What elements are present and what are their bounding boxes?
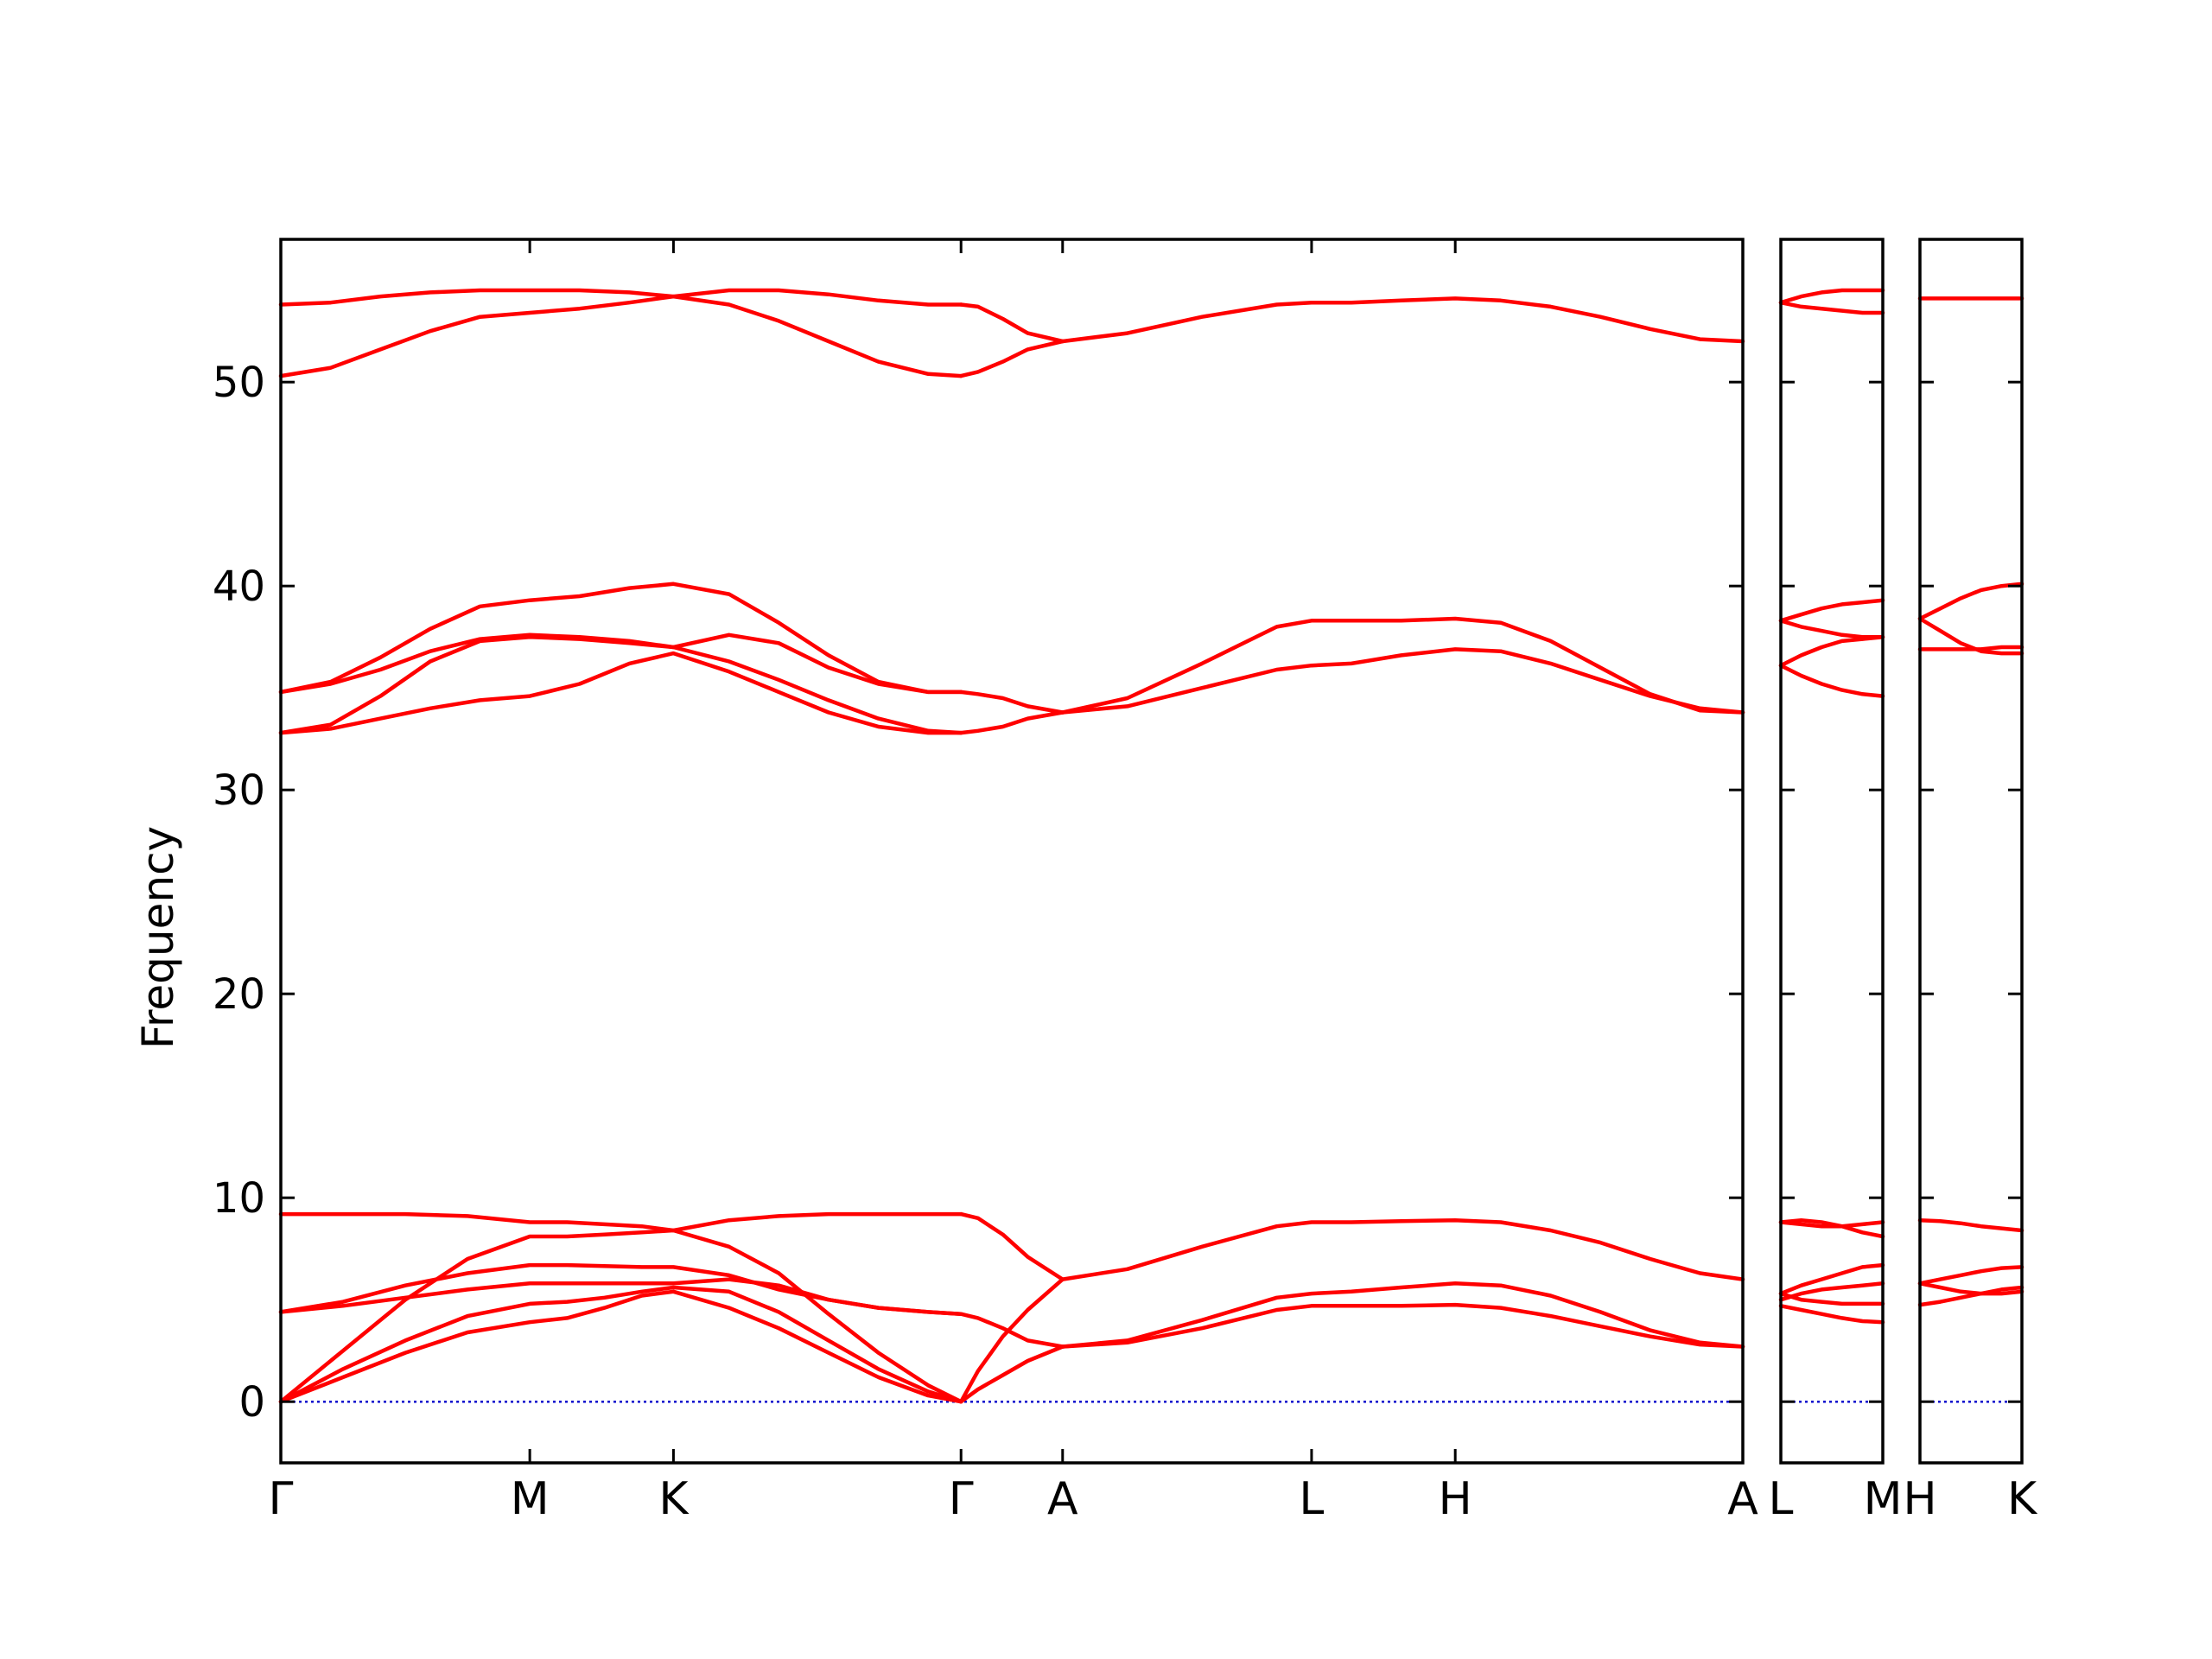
band-curve bbox=[278, 288, 963, 378]
band-curve bbox=[958, 690, 1065, 715]
band-curve bbox=[1778, 1281, 1885, 1302]
band-curve bbox=[1778, 663, 1885, 698]
band-curve bbox=[1778, 300, 1885, 315]
band-curve bbox=[1778, 598, 1885, 623]
x-tick-label: A bbox=[1047, 1473, 1078, 1525]
x-tick-label: A bbox=[1727, 1473, 1758, 1525]
band-curve bbox=[958, 1312, 1065, 1349]
band-curve bbox=[278, 288, 963, 378]
band-curve bbox=[958, 1211, 1065, 1281]
x-tick-label: H bbox=[1439, 1473, 1472, 1525]
x-tick-label: Γ bbox=[269, 1473, 294, 1525]
band-curve bbox=[278, 632, 963, 735]
band-curve bbox=[958, 1344, 1065, 1404]
x-tick-label: L bbox=[1769, 1473, 1794, 1525]
x-tick-label: M bbox=[511, 1473, 550, 1525]
band-curve bbox=[278, 1289, 963, 1404]
y-tick-label: 40 bbox=[213, 563, 265, 611]
panel-frame bbox=[279, 238, 1745, 1465]
x-tick-label: H bbox=[1903, 1473, 1936, 1525]
band-curve bbox=[1917, 582, 2024, 621]
band-curve bbox=[278, 632, 963, 735]
band-curve bbox=[278, 1277, 963, 1316]
band-curve bbox=[1060, 1217, 1745, 1281]
band-curve bbox=[1917, 1281, 2024, 1296]
y-tick-label: 50 bbox=[213, 359, 265, 407]
band-curve bbox=[1778, 634, 1885, 668]
band-curve bbox=[278, 1211, 963, 1233]
band-curve bbox=[1778, 288, 1885, 305]
band-curve bbox=[1917, 1217, 2024, 1233]
band-curve bbox=[1060, 647, 1745, 715]
panel-frame bbox=[1918, 238, 2024, 1465]
band-curve bbox=[1778, 1220, 1885, 1229]
band-curve bbox=[958, 339, 1065, 378]
band-curve bbox=[1917, 645, 2024, 652]
x-tick-label: K bbox=[2007, 1473, 2038, 1525]
band-curve bbox=[278, 1285, 963, 1404]
band-curve bbox=[958, 302, 1065, 344]
band-curve bbox=[278, 1228, 963, 1404]
band-curve bbox=[1778, 1217, 1885, 1239]
x-tick-label: Γ bbox=[949, 1473, 974, 1525]
band-curve bbox=[1060, 296, 1745, 344]
y-tick-label: 10 bbox=[213, 1174, 265, 1223]
band-curve bbox=[1060, 1281, 1745, 1349]
band-curve bbox=[1060, 1302, 1745, 1349]
band-curve bbox=[1917, 616, 2024, 656]
band-curve bbox=[1778, 1262, 1885, 1296]
band-curve bbox=[1060, 616, 1745, 715]
y-tick-label: 0 bbox=[238, 1378, 265, 1427]
x-tick-label: K bbox=[658, 1473, 690, 1525]
band-curve bbox=[1778, 1304, 1885, 1325]
y-tick-label: 30 bbox=[213, 766, 265, 815]
x-tick-label: L bbox=[1299, 1473, 1324, 1525]
band-curve bbox=[958, 1277, 1065, 1404]
band-curve bbox=[278, 651, 963, 735]
band-curve bbox=[1917, 1265, 2024, 1286]
band-curve bbox=[1778, 1291, 1885, 1306]
band-curve bbox=[278, 582, 963, 695]
panel-frame bbox=[1779, 238, 1885, 1465]
y-tick-label: 20 bbox=[213, 970, 265, 1019]
band-curve bbox=[1917, 1285, 2024, 1307]
x-tick-label: M bbox=[1864, 1473, 1903, 1525]
y-axis-label: Frequency bbox=[133, 826, 183, 1049]
band-curve bbox=[958, 710, 1065, 735]
panel-main: Γ M K Γ A L H A 0 10 20 30 40 50 bbox=[213, 238, 1758, 1525]
